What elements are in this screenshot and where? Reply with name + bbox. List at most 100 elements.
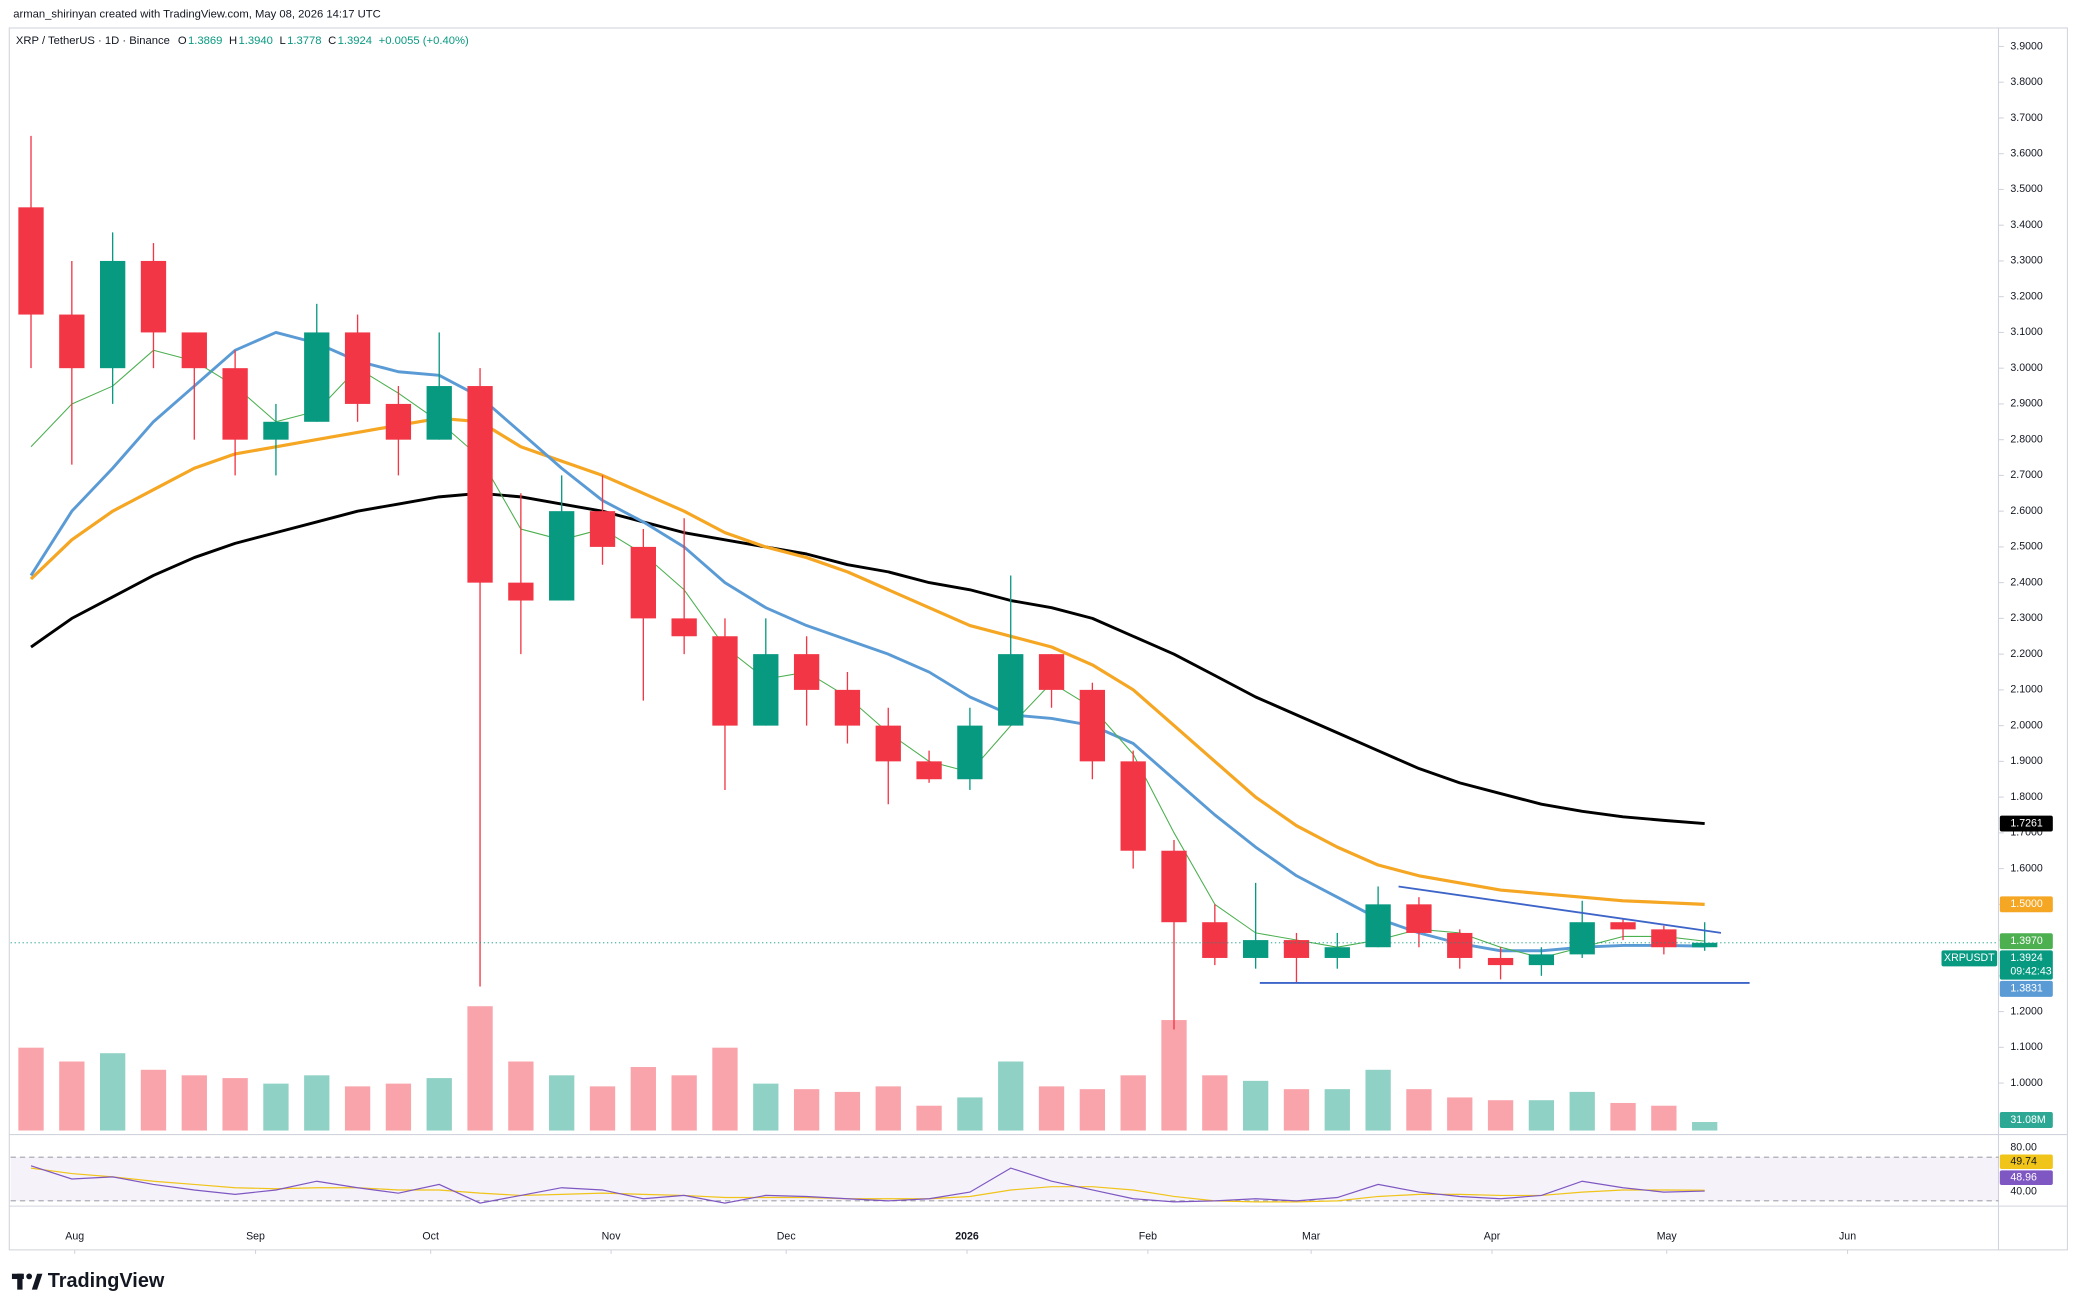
candle-body (671, 618, 697, 637)
price-label: 1.7261 (2010, 817, 2043, 829)
symbol-tag: XRPUSDT (1944, 952, 1995, 964)
rsi-line (30, 1165, 1705, 1204)
ohlc-value: 1.3869 (188, 35, 222, 47)
volume-bar (304, 1075, 330, 1131)
trendline (1398, 885, 1722, 934)
y-tick-label: 2.0000 (2010, 719, 2043, 731)
candle-body (467, 386, 493, 583)
ohlc-value: 1.3940 (238, 35, 272, 47)
y-tick-label: 2.4000 (2010, 576, 2043, 588)
volume-bar (875, 1086, 901, 1131)
rsi-ma-label-box (1999, 1154, 2053, 1170)
price-label-box (1999, 815, 2053, 832)
symbol: XRP / TetherUS · 1D · Binance (16, 35, 170, 47)
y-tick-label: 1.0000 (2010, 1077, 2043, 1089)
candle-body (630, 546, 656, 619)
volume-bar (222, 1078, 248, 1131)
candle-body (304, 332, 330, 422)
change: +0.0055 (+0.40%) (379, 35, 469, 47)
rsi-tick-label: 80.00 (2010, 1142, 2037, 1154)
y-tick-label: 3.2000 (2010, 290, 2043, 302)
volume-bar (1283, 1089, 1310, 1131)
moving-average (29, 416, 1705, 906)
y-tick-label: 1.6000 (2010, 862, 2043, 874)
candle-body (793, 654, 820, 690)
volume-bar (1692, 1122, 1718, 1131)
volume-bar (1324, 1089, 1350, 1131)
volume-bar (1120, 1075, 1146, 1131)
candle-body (1079, 689, 1106, 762)
volume-bar (1365, 1069, 1391, 1131)
candle-body (957, 725, 983, 780)
volume-bar (59, 1061, 85, 1131)
symbol-tag-box (1941, 950, 1998, 967)
rsi-ma-label: 49.74 (2010, 1156, 2037, 1168)
candle-body (1487, 957, 1514, 966)
candle-body (263, 421, 289, 440)
y-tick-label: 3.0000 (2010, 362, 2043, 374)
candle-body (875, 725, 901, 762)
ohlc-value: 1.3924 (338, 35, 372, 47)
candle-body (834, 689, 861, 726)
volume-bar (100, 1053, 126, 1131)
ohlc-key: C (328, 35, 336, 47)
candle-body (998, 654, 1024, 726)
volume-bar (467, 1006, 493, 1131)
candle-body (100, 260, 126, 369)
volume-bar (834, 1091, 861, 1131)
candle-body (140, 260, 167, 333)
volume-bar (1242, 1080, 1269, 1131)
price-label: 09:42:43 (2010, 965, 2051, 977)
volume-bar (181, 1075, 207, 1131)
candle-body (753, 654, 779, 726)
volume-bar (263, 1083, 289, 1131)
candle-body (549, 511, 575, 601)
x-tick-label: Dec (777, 1230, 797, 1242)
y-tick-label: 2.1000 (2010, 684, 2043, 696)
volume-bar (1202, 1075, 1228, 1131)
volume-bar (344, 1086, 371, 1131)
x-tick-label: 2026 (955, 1230, 979, 1242)
x-tick-label: Apr (1484, 1230, 1501, 1242)
candle-body (1038, 654, 1065, 690)
candle-body (18, 207, 44, 315)
volume-bar (18, 1047, 44, 1131)
y-tick-label: 3.5000 (2010, 183, 2043, 195)
y-tick-label: 3.3000 (2010, 255, 2043, 267)
candle-body (1406, 904, 1432, 933)
volume-bar (753, 1083, 779, 1131)
volume-bar (1161, 1020, 1187, 1131)
candle-body (385, 403, 412, 440)
volume-bar (630, 1067, 656, 1131)
x-tick-label: Sep (246, 1230, 265, 1242)
price-label: 1.5000 (2010, 898, 2043, 910)
candle-body (508, 582, 534, 601)
y-tick-label: 3.4000 (2010, 219, 2043, 231)
candle-body (1324, 947, 1350, 958)
logo: TradingView (48, 1270, 165, 1292)
volume-bar (426, 1078, 452, 1131)
volume-bar (1487, 1100, 1514, 1131)
y-tick-label: 2.2000 (2010, 648, 2043, 660)
y-tick-label: 2.5000 (2010, 541, 2043, 553)
candle-body (59, 314, 85, 369)
x-tick-label: Mar (1302, 1230, 1321, 1242)
volume-bar (549, 1075, 575, 1131)
candle-body (222, 368, 248, 440)
rsi-band (10, 1157, 1999, 1201)
volume-bar (1038, 1086, 1065, 1131)
y-tick-label: 3.9000 (2010, 40, 2043, 52)
candle-body (426, 386, 452, 440)
candle-body (1202, 922, 1228, 958)
plot: 1.00001.10001.20001.30001.40001.50001.60… (10, 40, 2053, 1254)
y-tick-label: 1.1000 (2010, 1041, 2043, 1053)
x-tick-label: Oct (422, 1230, 439, 1242)
candle-body (1528, 954, 1555, 966)
y-tick-label: 1.9000 (2010, 755, 2043, 767)
candle-body (1692, 942, 1718, 948)
volume-bar (957, 1097, 983, 1131)
candle-body (916, 761, 942, 780)
volume-bar (589, 1086, 616, 1131)
rsi-label-box (1999, 1170, 2053, 1185)
